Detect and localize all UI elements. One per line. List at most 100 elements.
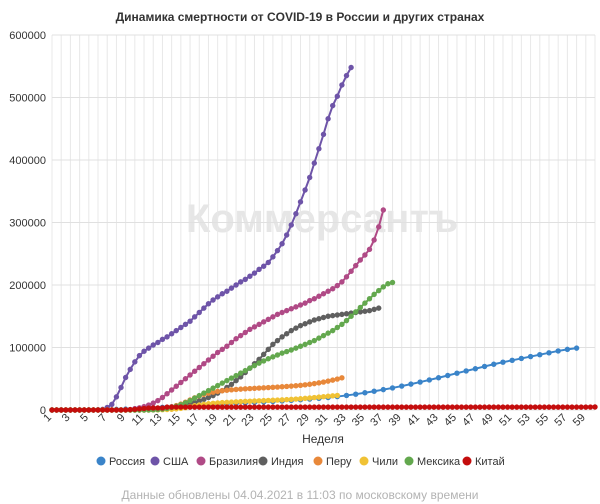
series-2-point (187, 372, 193, 378)
series-0-point (472, 366, 479, 372)
series-3-point (330, 312, 336, 319)
series-7-point (592, 404, 598, 410)
x-tick-label: 55 (534, 412, 551, 429)
legend-item[interactable]: Китай (462, 456, 505, 468)
series-7-point (412, 404, 419, 410)
series-1-point (187, 318, 193, 324)
series-3-point (201, 396, 207, 403)
series-7-point (256, 404, 262, 410)
series-2-point (362, 252, 368, 258)
series-7-point (196, 404, 202, 410)
legend-label: Бразилия (209, 456, 258, 468)
series-7-point (380, 404, 387, 410)
x-tick-label: 17 (184, 412, 201, 429)
series-4-point (228, 387, 235, 393)
legend-item[interactable]: Индия (258, 456, 304, 468)
series-7-point (514, 404, 520, 410)
series-1-point (339, 82, 345, 88)
series-3-point (366, 307, 373, 314)
series-7-point (242, 404, 248, 410)
series-7-point (237, 404, 244, 410)
series-7-point (316, 404, 322, 410)
series-2-point (256, 321, 262, 328)
series-5-point (247, 398, 253, 404)
series-2-point (201, 361, 207, 367)
series-3-point (325, 313, 331, 319)
x-tick-label: 45 (442, 412, 459, 429)
y-tick-label: 300000 (9, 218, 46, 230)
legend-marker (462, 456, 472, 466)
series-1-point (201, 305, 207, 311)
x-tick-label: 19 (203, 412, 220, 429)
series-2-point (270, 314, 276, 320)
series-7-point (500, 404, 506, 410)
series-0-point (546, 350, 552, 356)
series-4-point (311, 380, 317, 387)
legend-item[interactable]: Чили (359, 456, 399, 468)
series-1-point (311, 160, 317, 166)
series-6-point (311, 337, 317, 344)
series-5-point (288, 396, 294, 403)
series-7-point (481, 404, 488, 410)
series-3-point (376, 305, 382, 311)
legend-marker (359, 456, 369, 466)
series-2-point (330, 286, 336, 292)
series-1-point (330, 102, 336, 109)
series-4-point (334, 376, 341, 382)
series-0-point (463, 368, 469, 374)
series-7-point (127, 406, 133, 413)
series-6-point (371, 291, 377, 298)
series-7-point (445, 404, 451, 410)
series-6-point (182, 400, 189, 406)
series-6-point (191, 395, 198, 401)
series-7-point (353, 404, 359, 410)
series-7-point (233, 404, 239, 410)
series-4-point (219, 388, 225, 394)
series-7-point (472, 404, 479, 410)
series-1-point (173, 327, 179, 334)
series-7-point (210, 404, 216, 410)
series-7-point (527, 404, 534, 410)
series-4-point (224, 387, 230, 393)
series-6-point (380, 284, 387, 290)
series-7-point (228, 404, 235, 410)
series-7-point (49, 407, 55, 413)
series-2-point (191, 368, 198, 374)
x-tick-label: 35 (350, 412, 367, 429)
series-7-point (334, 404, 341, 410)
series-6-point (325, 330, 331, 336)
series-5-point (297, 396, 304, 402)
series-7-point (376, 404, 382, 410)
series-6-point (357, 304, 364, 311)
legend-item[interactable]: США (150, 456, 190, 468)
series-7-point (537, 404, 543, 410)
series-1-point (113, 394, 120, 400)
series-1-point (237, 279, 244, 285)
series-6-point (316, 335, 322, 341)
series-6-point (251, 362, 258, 369)
legend-item[interactable]: Россия (96, 456, 146, 468)
series-5-point (274, 397, 281, 403)
series-6-point (334, 324, 341, 331)
series-7-point (348, 404, 354, 410)
legend-item[interactable]: Перу (313, 456, 353, 468)
legend-item[interactable]: Бразилия (196, 456, 259, 468)
grid (51, 34, 596, 411)
series-5-point (293, 396, 299, 402)
x-tick-label: 57 (552, 412, 569, 429)
legend-label: США (163, 456, 189, 468)
series-7-point (302, 404, 308, 410)
series-0-point (353, 391, 359, 397)
legend-item[interactable]: Мексика (404, 456, 462, 468)
series-4-point (233, 386, 239, 393)
series-4-point (283, 383, 290, 390)
series-7-point (385, 404, 391, 410)
series-4-point (214, 388, 221, 395)
series-7-point (178, 404, 184, 410)
series-2-point (260, 319, 267, 325)
legend-marker (96, 456, 106, 466)
series-6-point (196, 392, 202, 399)
series-1-point (265, 259, 271, 266)
legend[interactable]: Россия США Бразилия Индия Перу Чили Мексика Кит… (96, 456, 505, 468)
series-2-point (210, 353, 216, 359)
